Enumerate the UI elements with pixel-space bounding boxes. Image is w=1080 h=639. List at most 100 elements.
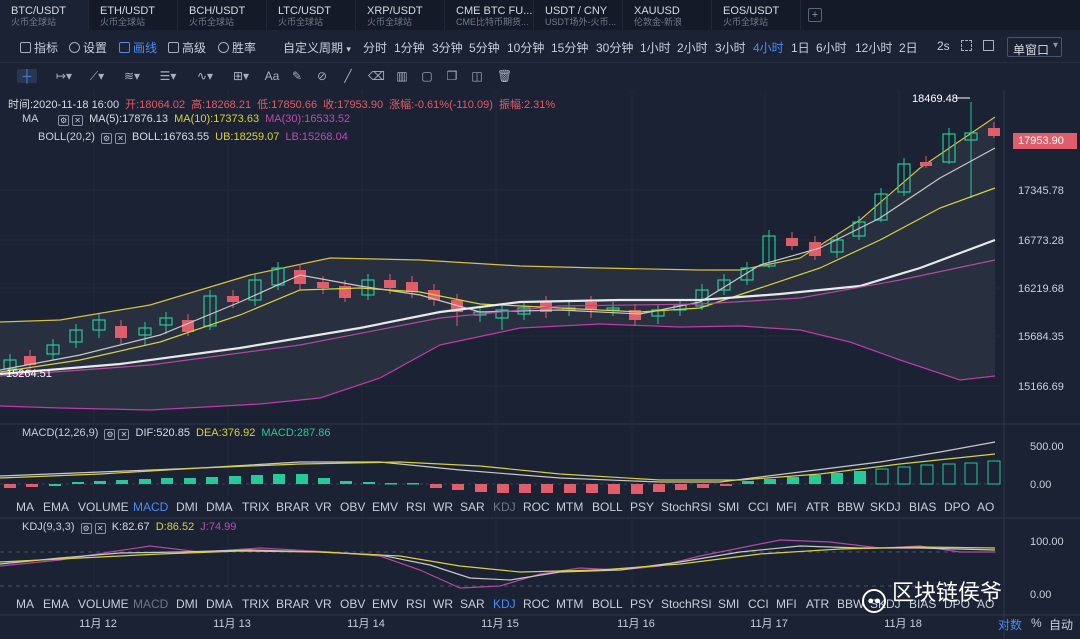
indicator-option[interactable]: BOLL (592, 500, 623, 514)
period-option[interactable]: 6小时 (816, 41, 847, 55)
refresh-interval[interactable]: 2s (937, 39, 950, 53)
indicator-option[interactable]: AO (977, 597, 995, 611)
close-icon[interactable]: ✕ (114, 133, 126, 144)
period-option[interactable]: 1日 (791, 41, 810, 55)
indicator-option[interactable]: EMA (43, 500, 70, 514)
indicator-option[interactable]: SMI (718, 597, 740, 611)
indicator-option[interactable]: BRAR (276, 597, 310, 611)
period-option[interactable]: 3小时 (715, 41, 746, 55)
maximize-icon[interactable] (983, 40, 994, 51)
symbol-tab[interactable]: EOS/USDT 火币全球站 (712, 0, 801, 30)
indicator-option[interactable]: AO (977, 500, 995, 514)
win-rate-button[interactable]: 胜率 (218, 39, 256, 56)
period-option[interactable]: 5分钟 (469, 41, 500, 55)
auto-scale-toggle[interactable]: 自动 (1049, 618, 1074, 632)
channel-icon[interactable]: ≋▾ (123, 69, 141, 83)
log-scale-toggle[interactable]: 对数 (998, 618, 1023, 632)
period-option[interactable]: 15分钟 (551, 41, 589, 55)
gear-icon[interactable]: ⚙ (80, 523, 92, 534)
indicator-option[interactable]: BOLL (592, 597, 623, 611)
indicator-option[interactable]: ROC (523, 500, 550, 514)
indicator-option[interactable]: PSY (630, 500, 655, 514)
period-option[interactable]: 1小时 (640, 41, 671, 55)
indicator-option[interactable]: BRAR (276, 500, 310, 514)
indicator-option[interactable]: VOLUME (78, 500, 129, 514)
indicator-option[interactable]: BIAS (909, 500, 937, 514)
indicator-option[interactable]: DMI (176, 597, 198, 611)
fib-lines-icon[interactable]: ☰▾ (159, 69, 177, 83)
indicator-option[interactable]: MA (16, 500, 34, 514)
advanced-button[interactable]: 高级 (168, 39, 206, 56)
copy-icon[interactable]: ❐ (446, 69, 458, 83)
indicator-option[interactable]: ATR (806, 500, 830, 514)
indicator-option[interactable]: MTM (556, 597, 584, 611)
trash-icon[interactable]: 🗑 (497, 69, 513, 83)
period-option[interactable]: 2小时 (677, 41, 708, 55)
candles-icon[interactable]: ▥ (396, 69, 408, 83)
indicator-option[interactable]: DMI (176, 500, 198, 514)
indicator-option[interactable]: DPO (944, 597, 971, 611)
indicator-option[interactable]: SMI (718, 500, 740, 514)
indicator-option[interactable]: VR (315, 597, 332, 611)
indicator-option[interactable]: MFI (776, 597, 797, 611)
kline-chart[interactable]: 15166.69 15684.35 16219.68 16773.28 17345.78… (0, 90, 1080, 639)
indicator-option[interactable]: TRIX (242, 500, 270, 514)
indicator-option[interactable]: ROC (523, 597, 550, 611)
period-option[interactable]: 4小时 (753, 41, 784, 55)
indicator-option[interactable]: BIAS (909, 597, 937, 611)
lock-icon[interactable]: ▢ (421, 69, 433, 83)
close-icon[interactable]: ✕ (72, 115, 84, 126)
symbol-tab[interactable]: ETH/USDT 火币全球站 (89, 0, 178, 30)
ruler-icon[interactable]: ╱ (344, 69, 352, 83)
indicator-option[interactable]: BBW (837, 597, 865, 611)
indicator-option[interactable]: WR (433, 597, 453, 611)
indicator-option[interactable]: MTM (556, 500, 584, 514)
trend-line-icon[interactable]: ⟋▾ (89, 69, 105, 83)
magnet-icon[interactable]: ⊘ (316, 69, 328, 83)
custom-period-select[interactable]: 自定义周期 ▾ (283, 39, 351, 56)
indicator-option[interactable]: WR (433, 500, 453, 514)
add-tab-icon[interactable]: + (808, 8, 822, 22)
indicator-option[interactable]: DPO (944, 500, 971, 514)
symbol-tab[interactable]: CME BTC FU... CME比特币期货... (445, 0, 534, 30)
close-icon[interactable]: ✕ (94, 523, 106, 534)
symbol-tab[interactable]: XAUUSD 伦敦金-新浪 (623, 0, 712, 30)
indicator-option[interactable]: RSI (406, 500, 427, 514)
eraser-icon[interactable]: ⌫ (368, 69, 385, 83)
gear-icon[interactable]: ⚙ (100, 133, 112, 144)
brush-icon[interactable]: ✎ (291, 69, 303, 83)
period-option[interactable]: 12小时 (855, 41, 893, 55)
indicator-option[interactable]: OBV (340, 597, 366, 611)
period-option[interactable]: 3分钟 (432, 41, 463, 55)
symbol-tab[interactable]: BCH/USDT 火币全球站 (178, 0, 267, 30)
indicator-option[interactable]: MFI (776, 500, 797, 514)
indicator-option[interactable]: EMV (372, 597, 399, 611)
period-option[interactable]: 30分钟 (596, 41, 634, 55)
indicator-option[interactable]: KDJ (493, 597, 516, 611)
indicator-button[interactable]: 指标 (20, 39, 58, 56)
indicator-option[interactable]: MA (16, 597, 34, 611)
indicator-option[interactable]: StochRSI (661, 500, 712, 514)
indicator-option[interactable]: DMA (206, 597, 233, 611)
period-option[interactable]: 2日 (899, 41, 918, 55)
horizontal-ray-icon[interactable]: ↦▾ (55, 69, 73, 83)
window-mode-select[interactable]: 单窗口 (1007, 37, 1062, 57)
visibility-icon[interactable]: ◫ (471, 69, 483, 83)
period-option[interactable]: 1分钟 (394, 41, 425, 55)
settings-button[interactable]: 设置 (69, 39, 107, 56)
indicator-option[interactable]: SKDJ (870, 500, 901, 514)
indicator-option[interactable]: VR (315, 500, 332, 514)
symbol-tab[interactable]: LTC/USDT 火币全球站 (267, 0, 356, 30)
symbol-tab[interactable]: XRP/USDT 火币全球站 (356, 0, 445, 30)
indicator-option[interactable]: RSI (406, 597, 427, 611)
wave-icon[interactable]: ∿▾ (196, 69, 214, 83)
indicator-option[interactable]: MACD (133, 597, 169, 611)
symbol-tab[interactable]: BTC/USDT 火币全球站 (0, 0, 89, 30)
fullscreen-icon[interactable] (961, 40, 972, 51)
indicator-option[interactable]: DMA (206, 500, 233, 514)
indicator-option[interactable]: SAR (460, 500, 485, 514)
period-option[interactable]: 分时 (363, 41, 388, 55)
indicator-option[interactable]: CCI (748, 597, 769, 611)
indicator-option[interactable]: KDJ (493, 500, 516, 514)
indicator-option[interactable]: TRIX (242, 597, 270, 611)
